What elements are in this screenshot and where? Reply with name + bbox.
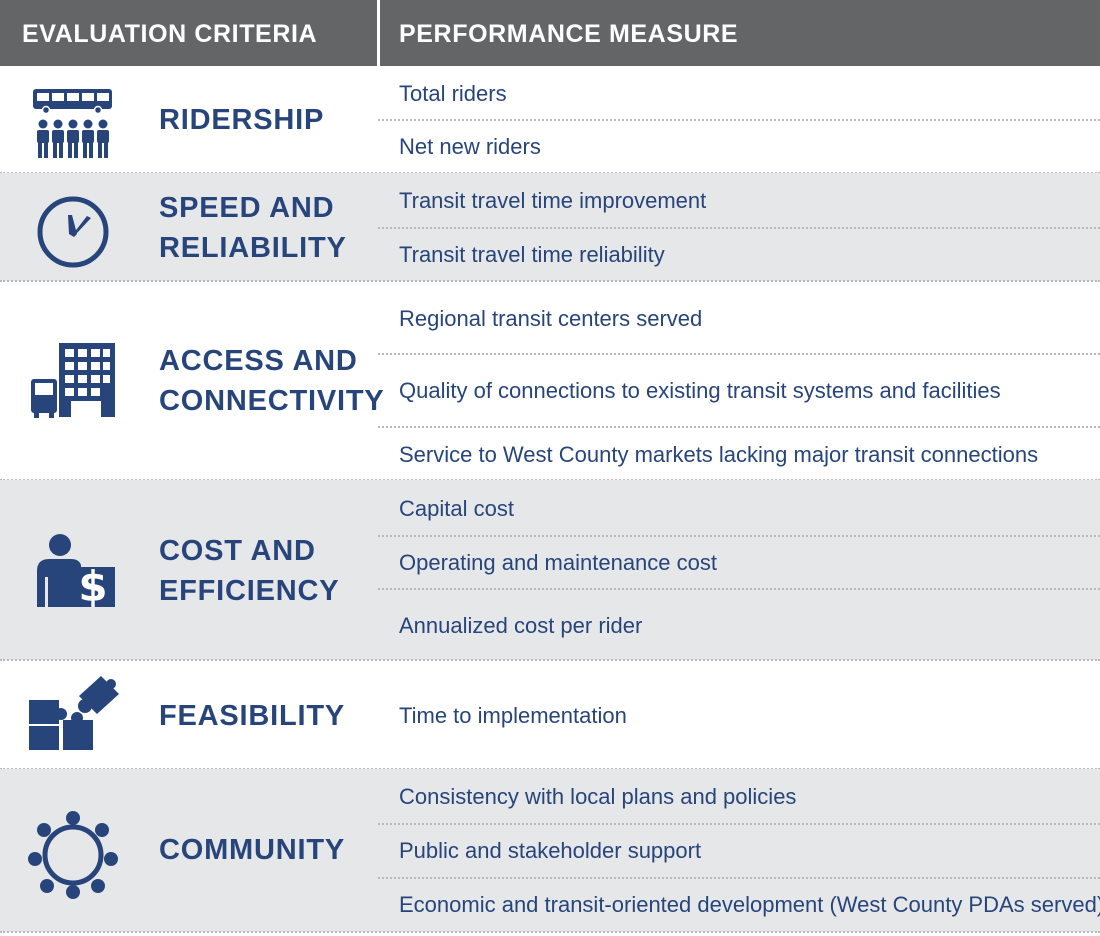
measure-divider (378, 353, 1100, 355)
measure-item: Transit travel time reliability (399, 242, 665, 267)
criterion-label-cost-efficiency: COST AND EFFICIENCY (159, 535, 340, 607)
measure-item: Total riders (399, 81, 507, 106)
measure-divider (378, 227, 1100, 229)
criterion-group-community: COMMUNITY Consistency with local plans a… (0, 769, 1100, 933)
criterion-label-ridership: RIDERSHIP (159, 104, 325, 136)
measure-item: Annualized cost per rider (399, 613, 643, 638)
header-divider (377, 0, 380, 66)
svg-text:$: $ (78, 562, 107, 609)
measure-divider (378, 535, 1100, 537)
criterion-label-access-connectivity: ACCESS AND CONNECTIVITY (159, 345, 385, 417)
measure-divider (378, 823, 1100, 825)
table-header: EVALUATION CRITERIA PERFORMANCE MEASURE (0, 0, 1100, 66)
measure-item: Time to implementation (399, 703, 627, 728)
group-divider (0, 280, 1100, 282)
criterion-group-cost-efficiency: $ COST AND EFFICIENCY Capital cost Opera… (0, 480, 1100, 661)
measure-divider (378, 588, 1100, 590)
criterion-group-access-connectivity: ACCESS AND CONNECTIVITY Regional transit… (0, 281, 1100, 481)
measure-item: Public and stakeholder support (399, 838, 702, 863)
bus-riders-icon (32, 86, 114, 162)
measure-item: Transit travel time improvement (399, 188, 707, 213)
header-performance-measure: PERFORMANCE MEASURE (399, 20, 739, 48)
measure-item: Quality of connections to existing trans… (399, 378, 1001, 403)
criterion-label-feasibility: FEASIBILITY (159, 700, 346, 732)
measure-item: Consistency with local plans and policie… (399, 784, 797, 809)
group-divider (0, 931, 1100, 933)
group-divider (0, 659, 1100, 661)
measure-divider (378, 877, 1100, 879)
measure-item: Economic and transit-oriented developmen… (399, 892, 1100, 917)
measure-item: Regional transit centers served (399, 306, 703, 331)
criterion-group-speed-reliability: SPEED AND RELIABILITY Transit travel tim… (0, 173, 1100, 282)
measure-item: Service to West County markets lacking m… (399, 442, 1039, 467)
clock-icon (33, 196, 113, 268)
building-bus-icon (31, 343, 117, 419)
header-evaluation-criteria: EVALUATION CRITERIA (22, 20, 318, 48)
measure-divider (378, 426, 1100, 428)
criterion-group-feasibility: FEASIBILITY Time to implementation (0, 660, 1100, 770)
measure-item: Operating and maintenance cost (399, 550, 717, 575)
community-circle-icon (28, 811, 118, 899)
criterion-label-community: COMMUNITY (159, 834, 346, 866)
measure-divider (378, 119, 1100, 121)
criterion-label-speed-reliability: SPEED AND RELIABILITY (159, 192, 347, 264)
measure-item: Net new riders (399, 134, 541, 159)
measure-item: Capital cost (399, 496, 514, 521)
person-dollar-icon: $ (31, 533, 117, 609)
criterion-group-ridership: RIDERSHIP Total riders Net new riders (0, 66, 1100, 174)
puzzle-icon (27, 676, 121, 754)
